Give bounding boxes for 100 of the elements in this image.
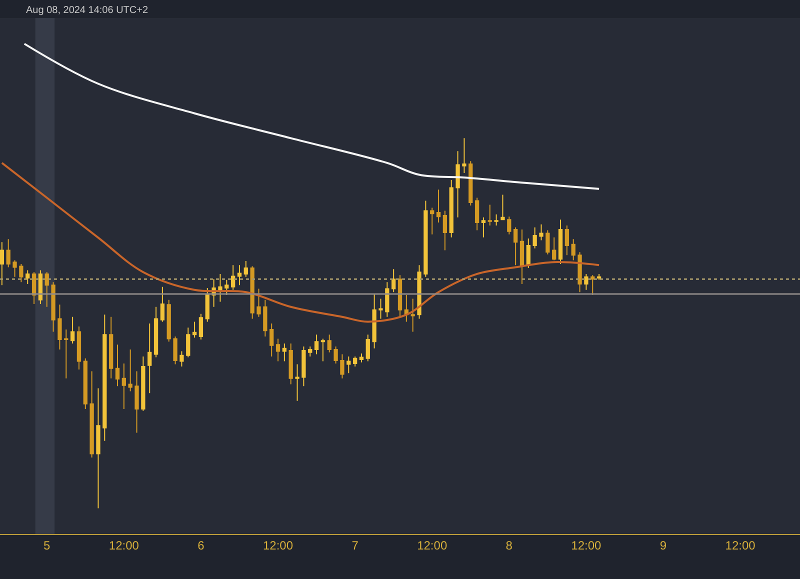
candlestick: [398, 274, 402, 318]
candlestick: [109, 316, 114, 379]
candlestick: [346, 356, 351, 374]
candlestick: [205, 288, 210, 322]
candlestick: [500, 194, 505, 220]
candlestick: [468, 160, 473, 206]
candlestick: [564, 224, 570, 256]
candlestick: [32, 272, 36, 304]
candlestick: [115, 344, 120, 387]
candlestick: [442, 210, 448, 251]
x-tick-label: 5: [44, 538, 51, 552]
candlestick: [571, 238, 576, 261]
x-tick-label: 12:00: [108, 538, 140, 552]
candlestick: [237, 264, 242, 286]
candlestick: [430, 207, 434, 235]
x-tick-label: 12:00: [571, 538, 602, 552]
x-tick-label: 12:00: [262, 538, 294, 552]
candlestick: [180, 350, 184, 367]
candlestick: [90, 370, 94, 458]
candlestick: [526, 238, 530, 269]
x-tick-label: 6: [198, 538, 205, 552]
candlestick: [51, 282, 56, 332]
candlestick: [0, 242, 4, 286]
candlestick: [462, 138, 466, 174]
candlestick: [160, 286, 165, 322]
candlestick: [352, 356, 358, 367]
candlestick: [359, 353, 364, 363]
candlestick: [449, 179, 454, 238]
text: Aug 08, 2024 14:06 UTC+2: [26, 5, 148, 16]
x-tick-label: 12:00: [417, 538, 448, 552]
candlestick: [58, 304, 62, 350]
candlestick: [385, 282, 390, 318]
candlestick: [474, 197, 480, 231]
candlestick: [12, 260, 17, 278]
candlestick: [327, 334, 332, 353]
candlestick: [270, 323, 274, 357]
candlestick: [372, 293, 376, 349]
candlestick: [230, 264, 236, 290]
candlestick: [507, 216, 512, 235]
candlestick: [250, 266, 254, 320]
candlestick: [366, 334, 370, 362]
candlestick: [514, 226, 518, 266]
x-tick-label: 9: [660, 538, 667, 552]
candlestick: [134, 370, 139, 434]
candlestick: [186, 327, 190, 358]
candlestick: [173, 336, 178, 365]
candlestick: [128, 348, 132, 392]
candlestick: [546, 230, 550, 255]
candlestick: [276, 338, 280, 362]
candlestick: [539, 224, 544, 241]
candlestick: [224, 279, 229, 296]
candlestick: [154, 306, 158, 358]
candlestick: [198, 313, 204, 340]
candlestick: [44, 272, 49, 308]
candlestick: [6, 238, 10, 268]
candlestick: [320, 338, 326, 362]
candlestick: [436, 189, 441, 224]
candlestick: [282, 343, 286, 362]
x-tick-label: 12:00: [725, 538, 756, 552]
candlestick: [584, 273, 588, 290]
candlestick: [481, 216, 486, 238]
candlestick: [552, 236, 556, 261]
candlestick: [520, 229, 524, 284]
candlestick: [494, 214, 498, 226]
candlestick: [378, 298, 383, 320]
candlestick: [334, 346, 338, 364]
candlestick: [19, 263, 24, 283]
candlestick: [424, 200, 428, 278]
candlestick: [256, 288, 261, 318]
candlestick: [410, 298, 415, 332]
candlestick: [218, 273, 222, 302]
candlestick: [302, 346, 306, 387]
candlestick: [456, 150, 460, 218]
candlestick: [244, 260, 248, 278]
candlestick: [308, 346, 312, 357]
candlestick: [83, 358, 88, 410]
x-tick-label: 7: [352, 538, 359, 552]
candlestick: [340, 354, 344, 379]
candlestick: [417, 264, 422, 320]
candlestick: [76, 326, 82, 370]
candlestick: [263, 299, 268, 337]
candlestick: [590, 274, 595, 296]
candlestick: [38, 270, 43, 304]
candlestick: [148, 323, 152, 394]
candlestick: [102, 314, 107, 442]
candlestick: [532, 226, 537, 249]
candlestick: [64, 328, 68, 379]
candlestick: [70, 316, 75, 344]
x-tick-label: 8: [506, 538, 513, 552]
candlestick: [392, 268, 396, 293]
candlestick: [26, 270, 30, 284]
candlestick: [122, 363, 126, 410]
candlestick: [192, 321, 197, 338]
candlestick: [558, 219, 563, 264]
candlestick: [596, 273, 602, 280]
candlestick: [404, 294, 408, 322]
candlestick: [141, 356, 146, 412]
candlestick: [295, 364, 300, 402]
candlestick: [488, 204, 492, 226]
candlestick: [96, 388, 100, 509]
